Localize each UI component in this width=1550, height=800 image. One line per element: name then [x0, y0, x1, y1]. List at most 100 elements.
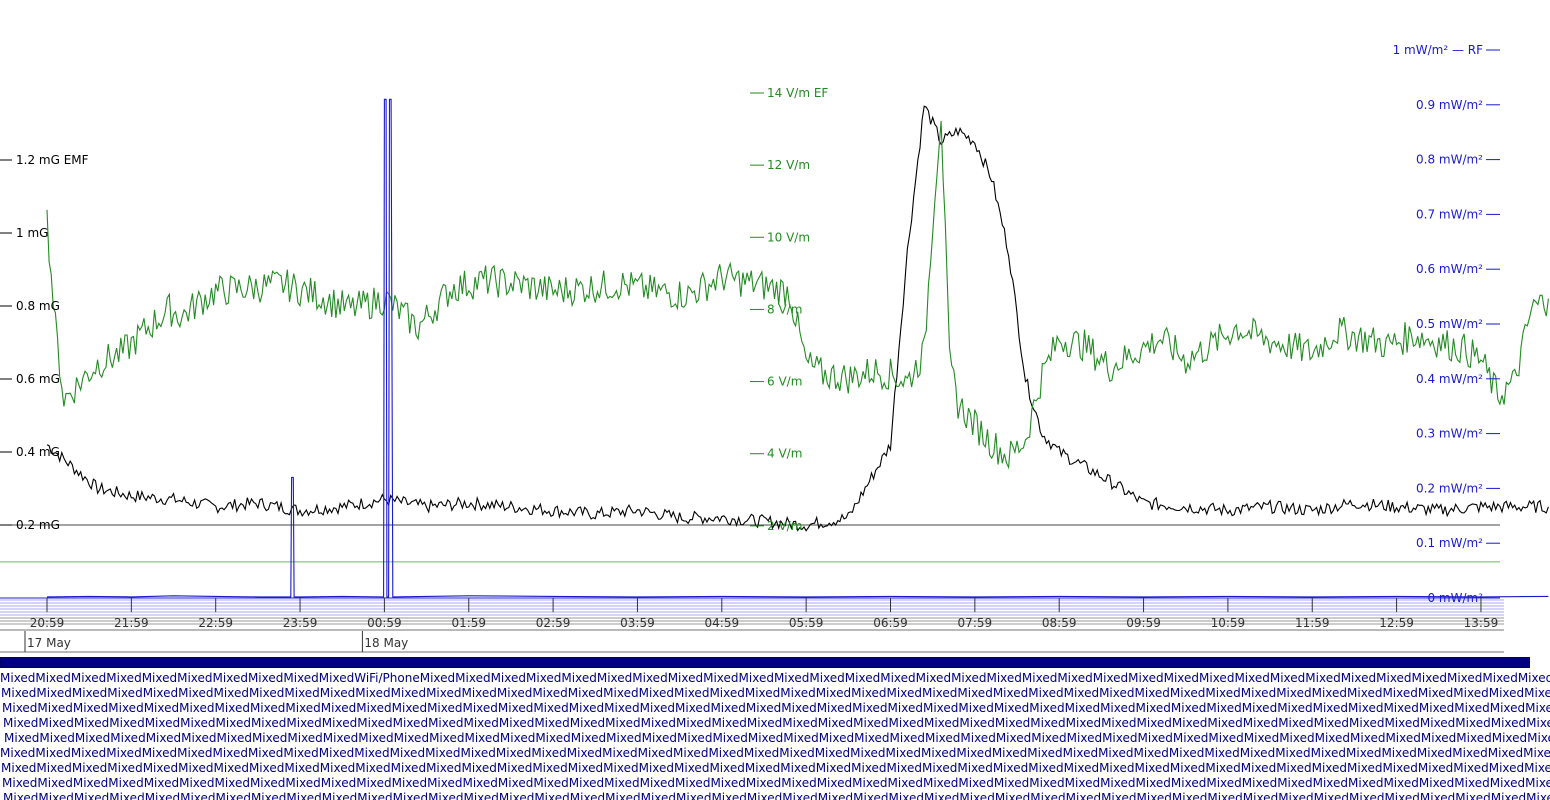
source-label: Mixed [498, 716, 535, 730]
source-label: Mixed [74, 731, 111, 745]
source-label: Mixed [1239, 746, 1276, 760]
source-label: Mixed [1455, 716, 1491, 730]
source-label: Mixed [1199, 671, 1235, 685]
source-label: Mixed [885, 746, 921, 760]
source-label: Mixed [355, 761, 391, 775]
source-label: Mixed [746, 716, 783, 730]
source-label: Mixed [1456, 731, 1492, 745]
series-layer [46, 98, 1549, 598]
source-label: Mixed [994, 716, 1031, 730]
source-label: Mixed [1488, 761, 1525, 775]
source-label: Mixed [38, 716, 74, 730]
source-label: Mixed [1, 761, 37, 775]
source-label: Mixed [1489, 776, 1526, 790]
source-label: Mixed [2, 776, 38, 790]
source-label: Mixed [889, 731, 925, 745]
source-label: Mixed [214, 776, 250, 790]
source-label: Mixed [958, 776, 994, 790]
source-label: Mixed [738, 671, 774, 685]
source-label: Mixed [1135, 776, 1171, 790]
source-label: Mixed [73, 716, 110, 730]
rf-axis-tick-label: 0.4 mW/m² [1416, 372, 1483, 386]
source-label: Mixed [1031, 731, 1067, 745]
source-label: Mixed [1347, 686, 1383, 700]
source-label: Mixed [638, 761, 675, 775]
emf-axis-tick-label: 0.8 mG [16, 299, 60, 313]
source-label: Mixed [496, 686, 533, 700]
source-label: Mixed [1276, 761, 1312, 775]
source-label: Mixed [570, 731, 607, 745]
source-label: Mixed [708, 746, 744, 760]
source-label: Mixed [638, 686, 675, 700]
source-label: Mixed [1418, 776, 1455, 790]
source-label: Mixed [568, 776, 605, 790]
source-label: Mixed [1133, 746, 1169, 760]
emf-axis-tick-label: 0.6 mG [16, 372, 60, 386]
source-label: Mixed [1207, 716, 1243, 730]
source-label: Mixed [1524, 761, 1550, 775]
source-label: Mixed [561, 671, 597, 685]
source-label: Mixed [569, 791, 606, 800]
source-label: Mixed [71, 761, 108, 775]
source-label: Mixed [35, 746, 71, 760]
source-label: Mixed [1313, 791, 1350, 800]
source-label: Mixed [922, 701, 959, 715]
source-label: Mixed [1128, 671, 1164, 685]
source-label: Mixed [605, 716, 641, 730]
source-row: MixedMixedMixedMixedMixedMixedMixedMixed… [3, 716, 1550, 730]
source-label: Mixed [463, 716, 499, 730]
source-label: Mixed [1021, 671, 1058, 685]
source-label: Mixed [320, 776, 357, 790]
time-tick-label: 20:59 [30, 616, 65, 630]
source-label: Mixed [1171, 716, 1208, 730]
source-label: Mixed [1277, 776, 1313, 790]
source-label: Mixed [991, 746, 1028, 760]
source-label: Mixed [354, 746, 390, 760]
source-label: Mixed [782, 791, 818, 800]
source-label: Mixed [818, 731, 855, 745]
source-label: Mixed [322, 731, 359, 745]
source-label: Mixed [283, 671, 319, 685]
chart-grid [0, 524, 1504, 653]
source-label: Mixed [773, 671, 810, 685]
source-label: Mixed [318, 671, 355, 685]
source-label: Mixed [70, 671, 107, 685]
source-label: Mixed [37, 701, 73, 715]
source-label: Mixed [703, 671, 739, 685]
source-label: Mixed [249, 776, 286, 790]
source-label: Mixed [744, 761, 781, 775]
source-label: Mixed [743, 746, 780, 760]
source-label: Mixed [1171, 791, 1208, 800]
ef-axis-tick-label: 12 V/m [767, 158, 810, 172]
source-label: Mixed [141, 671, 178, 685]
source-label: Mixed [1490, 716, 1527, 730]
source-label: Mixed [995, 731, 1032, 745]
source-label: Mixed [106, 746, 142, 760]
source-label: Mixed [72, 701, 109, 715]
source-label: Mixed [141, 746, 178, 760]
source-label: Mixed [886, 686, 922, 700]
source-label: Mixed [495, 746, 532, 760]
source-row: MixedMixedMixedMixedMixedMixedMixedMixed… [3, 791, 1550, 800]
time-tick-label: 03:59 [620, 616, 655, 630]
source-label: Mixed [247, 671, 284, 685]
time-tick-label: 01:59 [451, 616, 486, 630]
source-label: Mixed [37, 776, 73, 790]
rf-axis: 0 mW/m² 0.1 mW/m² 0.2 mW/m² 0.3 mW/m² 0.4 mW… [1393, 43, 1500, 605]
time-tick-label: 21:59 [114, 616, 149, 630]
source-label: Mixed [957, 761, 993, 775]
time-tick-label: 02:59 [536, 616, 571, 630]
source-label: Mixed [888, 716, 924, 730]
source-label: Mixed [391, 701, 428, 715]
source-label: Mixed [286, 791, 322, 800]
time-tick-label: 00:59 [367, 616, 402, 630]
source-label: Mixed [285, 701, 321, 715]
source-label: Mixed [567, 761, 604, 775]
source-label: Mixed [710, 701, 746, 715]
source-row: MixedMixedMixedMixedMixedMixedMixedMixed… [4, 731, 1550, 745]
source-label: Mixed [1311, 761, 1348, 775]
source-label: Mixed [992, 686, 1029, 700]
rf-axis-tick-label: 0.3 mW/m² [1416, 427, 1483, 441]
source-label: Mixed [455, 671, 491, 685]
source-label: Mixed [817, 716, 854, 730]
